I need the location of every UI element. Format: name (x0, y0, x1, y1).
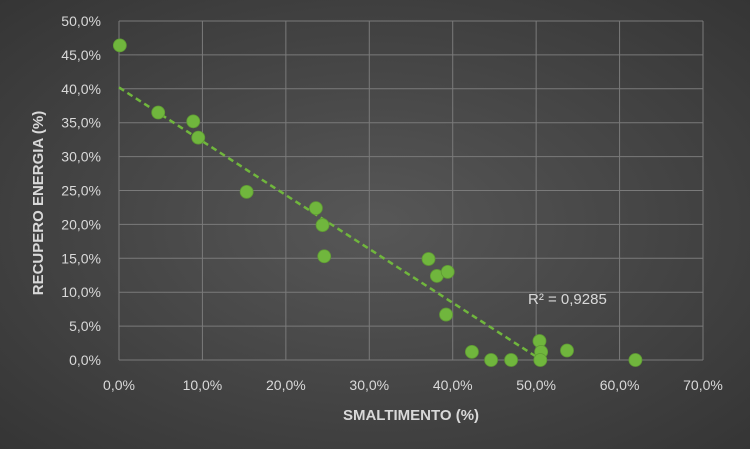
y-tick-label: 40,0% (61, 81, 101, 97)
y-tick-label: 50,0% (61, 13, 101, 29)
data-point (186, 114, 201, 129)
data-point (151, 105, 166, 120)
data-point (112, 38, 127, 53)
data-point (308, 201, 323, 216)
data-point (465, 344, 479, 359)
x-axis-title: SMALTIMENTO (%) (343, 407, 479, 424)
y-tick-label: 25,0% (61, 183, 101, 199)
data-point (484, 353, 498, 367)
data-point (315, 218, 330, 232)
trendline (118, 86, 537, 358)
gridlines (118, 20, 704, 361)
y-tick-label: 10,0% (61, 284, 101, 300)
x-tick-label: 60,0% (600, 377, 640, 393)
y-tick-label: 0,0% (69, 352, 101, 368)
r-squared-label: R² = 0,9285 (528, 291, 607, 308)
data-points (112, 38, 643, 367)
data-point (533, 353, 548, 367)
x-tick-label: 50,0% (516, 377, 556, 393)
trendline-layer (118, 86, 537, 358)
y-tick-label: 30,0% (61, 149, 101, 165)
data-point (239, 184, 254, 199)
x-tick-label: 0,0% (103, 377, 135, 393)
y-tick-label: 35,0% (61, 115, 101, 131)
x-tick-label: 10,0% (183, 377, 223, 393)
labels: SMALTIMENTO (%) RECUPERO ENERGIA (%) R² … (30, 111, 607, 424)
data-point (504, 353, 519, 367)
x-tick-label: 70,0% (683, 377, 723, 393)
x-tick-label: 20,0% (266, 377, 306, 393)
y-tick-label: 45,0% (61, 47, 101, 63)
axes: 0,0% 5,0% 10,0% 15,0% 20,0% 25,0% 30,0% 35,0% 40… (61, 13, 723, 393)
data-point (560, 343, 574, 358)
y-tick-label: 5,0% (69, 318, 101, 334)
data-point (317, 249, 332, 264)
data-point (421, 252, 436, 266)
data-point (440, 264, 455, 279)
data-point (191, 130, 206, 145)
x-tick-label: 40,0% (433, 377, 473, 393)
data-point (628, 353, 643, 367)
y-axis-title: RECUPERO ENERGIA (%) (30, 111, 47, 295)
x-tick-label: 30,0% (349, 377, 389, 393)
y-tick-label: 15,0% (61, 250, 101, 266)
data-point (439, 307, 453, 322)
y-tick-label: 20,0% (61, 216, 101, 232)
